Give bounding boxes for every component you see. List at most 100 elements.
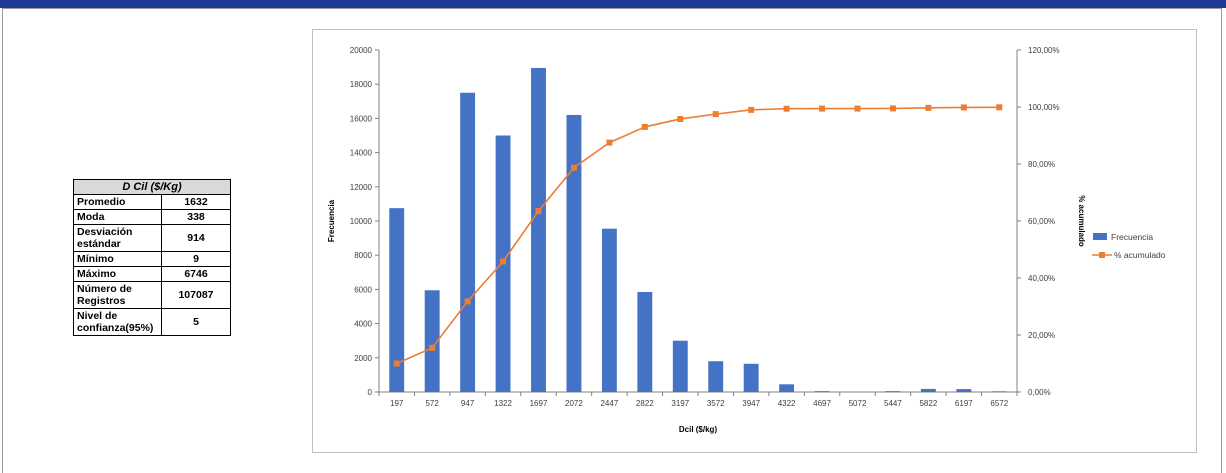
marker-acumulado [854,105,861,112]
y-tick-label: 4000 [354,320,372,329]
marker-acumulado [819,105,826,112]
stats-row: Número de Registros 107087 [73,281,231,309]
stats-value: 914 [161,224,231,252]
x-tick-label: 947 [461,399,475,408]
y-tick-label: 8000 [354,251,372,260]
stats-row: Nivel de confianza(95%) 5 [73,308,231,336]
bar-frecuencia [389,208,405,392]
y2-tick-label: 60,00% [1028,217,1055,226]
x-tick-label: 3947 [742,399,760,408]
legend-label-frecuencia: Frecuencia [1111,232,1153,242]
marker-acumulado [996,104,1003,111]
bar-frecuencia [672,340,688,392]
x-tick-label: 4322 [778,399,796,408]
marker-acumulado [535,208,542,215]
stats-value: 107087 [161,281,231,309]
y2-tick-label: 120,00% [1028,46,1060,55]
stats-row: Desviación estándar 914 [73,224,231,252]
y-axis-title: Frecuencia [327,199,336,242]
stats-row: Mínimo 9 [73,251,231,267]
y2-tick-label: 100,00% [1028,103,1060,112]
y-tick-label: 18000 [350,80,373,89]
marker-acumulado [748,106,755,113]
x-tick-label: 1697 [530,399,548,408]
x-tick-label: 4697 [813,399,831,408]
stats-label: Moda [73,209,162,225]
bar-frecuencia [814,391,830,392]
x-tick-label: 5072 [849,399,867,408]
marker-acumulado [464,298,471,305]
stats-label: Nivel de confianza(95%) [73,308,162,336]
y-tick-label: 6000 [354,285,372,294]
bar-frecuencia [601,228,617,392]
x-tick-label: 6572 [990,399,1008,408]
marker-acumulado [606,139,613,146]
bar-frecuencia [566,114,582,392]
stats-body: Promedio 1632 Moda 338 Desviación estándar 91… [73,194,231,336]
page-frame [2,8,1222,473]
legend-swatch-frecuencia [1093,233,1107,240]
y-tick-label: 12000 [350,183,373,192]
x-tick-label: 5822 [919,399,937,408]
y2-axis-title: % acumulado [1077,195,1086,247]
header-rule [0,0,1226,8]
y-tick-label: 16000 [350,114,373,123]
stats-row: Moda 338 [73,209,231,225]
bar-frecuencia [885,391,901,392]
y2-tick-label: 40,00% [1028,274,1055,283]
bar-frecuencia [424,290,440,392]
y2-tick-label: 80,00% [1028,160,1055,169]
stats-label: Número de Registros [73,281,162,309]
y-tick-label: 0 [368,388,373,397]
stats-value: 6746 [161,266,231,282]
y-tick-label: 20000 [350,46,373,55]
marker-acumulado [500,258,507,265]
bar-frecuencia [743,363,759,392]
x-tick-label: 1322 [494,399,512,408]
x-axis-title: Dcil ($/kg) [679,425,718,434]
bar-frecuencia [956,389,972,392]
y-tick-label: 14000 [350,149,373,158]
x-tick-label: 572 [425,399,439,408]
stats-table: D Cil ($/Kg) Promedio 1632 Moda 338 Desviaci… [73,179,231,336]
marker-acumulado [925,104,932,111]
bar-frecuencia [991,391,1007,392]
y-tick-label: 10000 [350,217,373,226]
stats-row: Máximo 6746 [73,266,231,282]
y-tick-label: 2000 [354,354,372,363]
chart-area: 0 2000 4000 6000 8000 10000 12000 14000 16000 180… [312,29,1197,453]
x-tick-label: 5447 [884,399,902,408]
y2-tick-label: 20,00% [1028,331,1055,340]
bar-frecuencia [708,361,724,392]
x-tick-label: 2822 [636,399,654,408]
marker-acumulado [570,164,577,171]
legend-marker-acumulado [1099,252,1105,258]
marker-acumulado [960,104,967,111]
bar-frecuencia [920,388,936,392]
bar-frecuencia [531,67,546,392]
stats-header: D Cil ($/Kg) [73,179,231,195]
x-tick-label: 6197 [955,399,973,408]
legend-label-acumulado: % acumulado [1114,250,1166,260]
marker-acumulado [889,105,896,112]
stats-row: Promedio 1632 [73,194,231,210]
stats-value: 338 [161,209,231,225]
stats-value: 1632 [161,194,231,210]
stats-label: Desviación estándar [73,224,162,252]
x-tick-label: 3572 [707,399,725,408]
x-tick-label: 197 [390,399,404,408]
stats-label: Mínimo [73,251,162,267]
x-tick-label: 2447 [600,399,618,408]
stats-value: 5 [161,308,231,336]
marker-acumulado [641,123,648,130]
marker-acumulado [677,115,684,122]
x-tick-label: 3197 [671,399,689,408]
bar-frecuencia [460,92,476,392]
marker-acumulado [783,105,790,112]
marker-acumulado [712,111,719,118]
stats-label: Máximo [73,266,162,282]
pareto-chart: 0 2000 4000 6000 8000 10000 12000 14000 16000 180… [327,46,1166,434]
stats-value: 9 [161,251,231,267]
marker-acumulado [393,360,400,367]
stats-label: Promedio [73,194,162,210]
